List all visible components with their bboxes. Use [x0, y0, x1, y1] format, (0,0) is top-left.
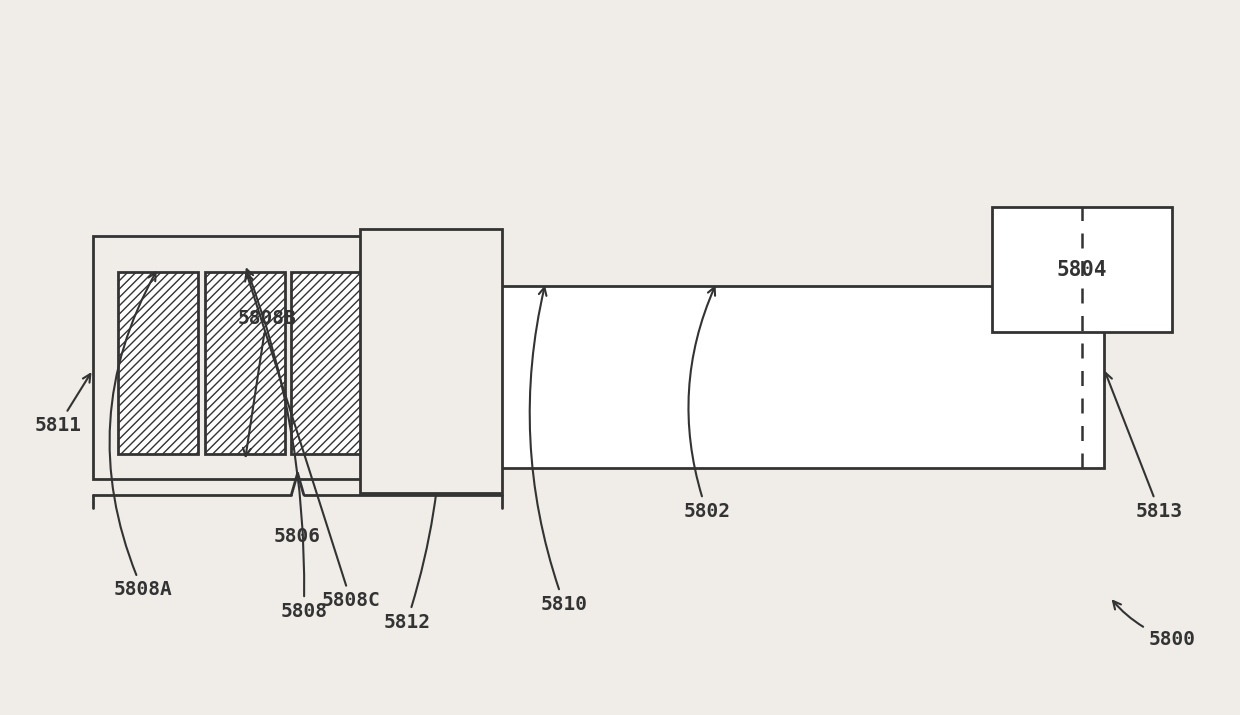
Bar — [291, 272, 372, 454]
Text: 5800: 5800 — [1114, 601, 1195, 649]
Bar — [360, 286, 1104, 468]
Text: 5808: 5808 — [246, 270, 327, 621]
Text: 5808B: 5808B — [237, 309, 296, 456]
Text: 5808C: 5808C — [246, 273, 381, 610]
Bar — [205, 272, 285, 454]
Text: 5811: 5811 — [35, 374, 91, 435]
Bar — [93, 236, 391, 479]
Text: 5810: 5810 — [529, 287, 588, 613]
Text: 5812: 5812 — [383, 230, 441, 631]
Text: 5813: 5813 — [1105, 373, 1183, 521]
Text: 5804: 5804 — [1056, 260, 1107, 280]
Bar — [992, 207, 1172, 332]
Text: 5802: 5802 — [683, 287, 730, 521]
Text: 5806: 5806 — [274, 527, 321, 546]
Bar — [360, 229, 502, 493]
Text: 5808A: 5808A — [109, 272, 172, 599]
Bar — [118, 272, 198, 454]
